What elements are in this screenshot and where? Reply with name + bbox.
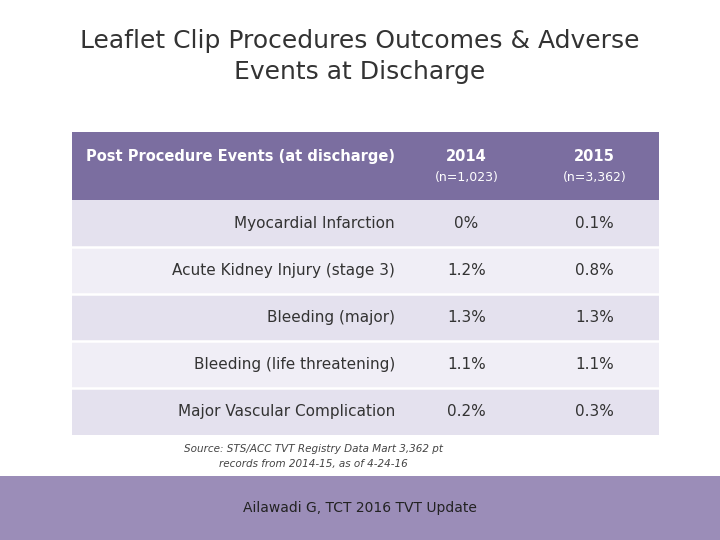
Text: 0%: 0% bbox=[454, 216, 479, 231]
FancyBboxPatch shape bbox=[0, 476, 720, 540]
FancyBboxPatch shape bbox=[72, 388, 659, 435]
Text: Myocardial Infarction: Myocardial Infarction bbox=[234, 216, 395, 231]
FancyBboxPatch shape bbox=[72, 294, 659, 341]
Text: Post Procedure Events (at discharge): Post Procedure Events (at discharge) bbox=[86, 149, 395, 164]
Text: 1.1%: 1.1% bbox=[447, 357, 486, 372]
Text: 1.1%: 1.1% bbox=[575, 357, 613, 372]
Text: Ailawadi G, TCT 2016 TVT Update: Ailawadi G, TCT 2016 TVT Update bbox=[243, 501, 477, 515]
Text: 0.1%: 0.1% bbox=[575, 216, 613, 231]
Text: Leaflet Clip Procedures Outcomes & Adverse
Events at Discharge: Leaflet Clip Procedures Outcomes & Adver… bbox=[80, 29, 640, 84]
Text: Bleeding (life threatening): Bleeding (life threatening) bbox=[194, 357, 395, 372]
Text: (n=3,362): (n=3,362) bbox=[562, 171, 626, 185]
Text: 0.8%: 0.8% bbox=[575, 263, 613, 278]
FancyBboxPatch shape bbox=[72, 341, 659, 388]
Text: Source: STS/ACC TVT Registry Data Mart 3,362 pt
records from 2014-15, as of 4-24: Source: STS/ACC TVT Registry Data Mart 3… bbox=[184, 444, 443, 469]
Text: 1.3%: 1.3% bbox=[447, 310, 486, 325]
Text: 1.2%: 1.2% bbox=[447, 263, 486, 278]
Text: 0.3%: 0.3% bbox=[575, 404, 613, 418]
FancyBboxPatch shape bbox=[72, 132, 659, 200]
Text: 0.2%: 0.2% bbox=[447, 404, 486, 418]
Text: Bleeding (major): Bleeding (major) bbox=[267, 310, 395, 325]
FancyBboxPatch shape bbox=[72, 200, 659, 247]
Text: (n=1,023): (n=1,023) bbox=[435, 171, 498, 185]
Text: Acute Kidney Injury (stage 3): Acute Kidney Injury (stage 3) bbox=[172, 263, 395, 278]
Text: 1.3%: 1.3% bbox=[575, 310, 613, 325]
FancyBboxPatch shape bbox=[72, 247, 659, 294]
Text: Major Vascular Complication: Major Vascular Complication bbox=[178, 404, 395, 418]
Text: 2014: 2014 bbox=[446, 149, 487, 164]
Text: 2015: 2015 bbox=[574, 149, 615, 164]
